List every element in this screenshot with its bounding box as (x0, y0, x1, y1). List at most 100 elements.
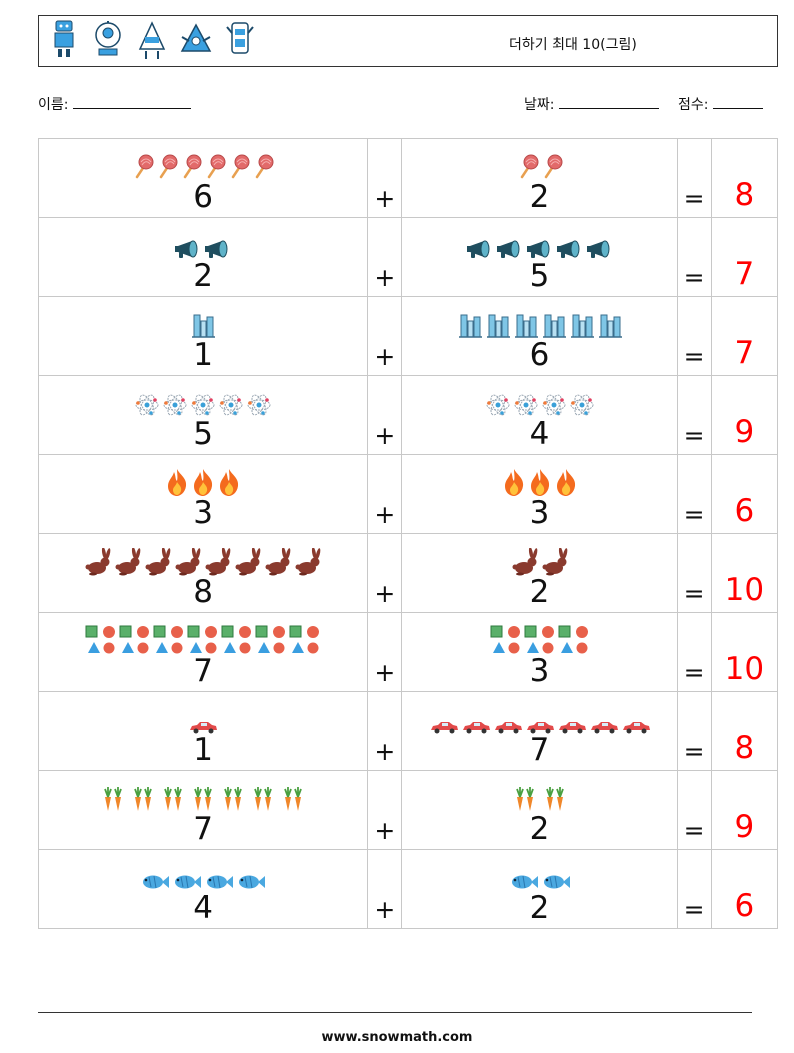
plus-cell: + (367, 849, 403, 929)
problem-row: 2 +5 = 7 (37, 217, 779, 297)
fish-icon (172, 872, 202, 892)
fire-icon (502, 467, 526, 497)
lollipop-icon (252, 153, 274, 181)
picture-group (132, 151, 274, 181)
picture-group (165, 467, 241, 497)
problem-row: 1 +6 = 7 (37, 296, 779, 376)
megaphone-icon (204, 238, 232, 260)
first-term-cell: 7 (37, 612, 369, 692)
equals-sign: = (683, 658, 705, 687)
car-icon (188, 720, 218, 734)
rabbit-icon (174, 547, 202, 576)
first-term-cell: 4 (37, 849, 369, 929)
answer-cell: 9 (710, 375, 779, 455)
first-addend: 7 (193, 653, 214, 689)
second-term-cell: 7 (401, 691, 678, 771)
second-addend: 4 (529, 416, 550, 452)
shapes-icon (187, 625, 219, 655)
equals-sign: = (683, 342, 705, 371)
shapes-icon (221, 625, 253, 655)
answer-value: 10 (724, 651, 765, 687)
equals-cell: = (676, 691, 712, 771)
car-icon (557, 720, 587, 734)
name-field: 이름: (38, 94, 191, 114)
atom-icon (541, 392, 567, 418)
rabbit-icon (234, 547, 262, 576)
picture-group (511, 783, 569, 813)
problem-row: 7 +2 = 9 (37, 770, 779, 850)
lollipop-icon (517, 153, 539, 181)
score-field: 점수: (678, 94, 763, 114)
second-addend: 3 (529, 495, 550, 531)
picture-group (490, 625, 590, 655)
first-term-cell: 7 (37, 770, 369, 850)
shapes-icon (119, 625, 151, 655)
picture-group (517, 151, 563, 181)
equals-sign: = (683, 895, 705, 924)
equals-cell: = (676, 612, 712, 692)
shapes-icon (255, 625, 287, 655)
first-term-cell: 3 (37, 454, 369, 534)
robot-icon (179, 19, 213, 63)
name-label: 이름: (38, 97, 69, 113)
date-blank (558, 94, 659, 109)
second-addend: 6 (529, 337, 550, 373)
robot-icons (47, 19, 257, 63)
carrot-icon (249, 785, 277, 813)
equals-cell: = (676, 533, 712, 613)
car-icon (621, 720, 651, 734)
first-term-cell: 1 (37, 296, 369, 376)
rabbit-icon (294, 547, 322, 576)
shapes-icon (490, 625, 522, 655)
answer-cell: 7 (710, 217, 779, 297)
carrot-icon (219, 785, 247, 813)
picture-group (140, 862, 266, 892)
score-blank (712, 94, 763, 109)
second-addend: 2 (529, 890, 550, 926)
rabbit-icon (84, 547, 112, 576)
plus-cell: + (367, 296, 403, 376)
answer-value: 6 (734, 888, 755, 924)
megaphone-icon (556, 238, 584, 260)
second-term-cell: 5 (401, 217, 678, 297)
picture-group (85, 625, 321, 655)
plus-cell: + (367, 138, 403, 218)
plus-cell: + (367, 691, 403, 771)
first-addend: 3 (193, 495, 214, 531)
picture-group (429, 704, 651, 734)
atom-icon (218, 392, 244, 418)
plus-cell: + (367, 454, 403, 534)
atom-icon (246, 392, 272, 418)
picture-group (99, 783, 307, 813)
answer-value: 7 (734, 335, 755, 371)
first-addend: 2 (193, 258, 214, 294)
building-icon (190, 311, 216, 339)
equals-cell: = (676, 454, 712, 534)
building-icon (513, 311, 539, 339)
second-term-cell: 2 (401, 770, 678, 850)
car-icon (461, 720, 491, 734)
second-addend: 2 (529, 179, 550, 215)
plus-sign: + (374, 263, 396, 292)
lollipop-icon (204, 153, 226, 181)
first-term-cell: 2 (37, 217, 369, 297)
problem-row: 7 +3 = 10 (37, 612, 779, 692)
atom-icon (190, 392, 216, 418)
carrot-icon (511, 785, 539, 813)
picture-group (511, 546, 569, 576)
answer-cell: 8 (710, 691, 779, 771)
equals-cell: = (676, 217, 712, 297)
equals-sign: = (683, 579, 705, 608)
carrot-icon (541, 785, 569, 813)
fire-icon (554, 467, 578, 497)
shapes-icon (153, 625, 185, 655)
first-addend: 8 (193, 574, 214, 610)
plus-sign: + (374, 737, 396, 766)
worksheet-table: 6 +2 = 8 2 +5 = 7 1 +6 = 7 5 +4 = 9 3 +3 = 6 8 +2 = 10 7 +3 = 10 1 +7… (37, 138, 779, 929)
equals-sign: = (683, 184, 705, 213)
plus-cell: + (367, 612, 403, 692)
atom-icon (513, 392, 539, 418)
fire-icon (528, 467, 552, 497)
building-icon (541, 311, 567, 339)
shapes-icon (524, 625, 556, 655)
